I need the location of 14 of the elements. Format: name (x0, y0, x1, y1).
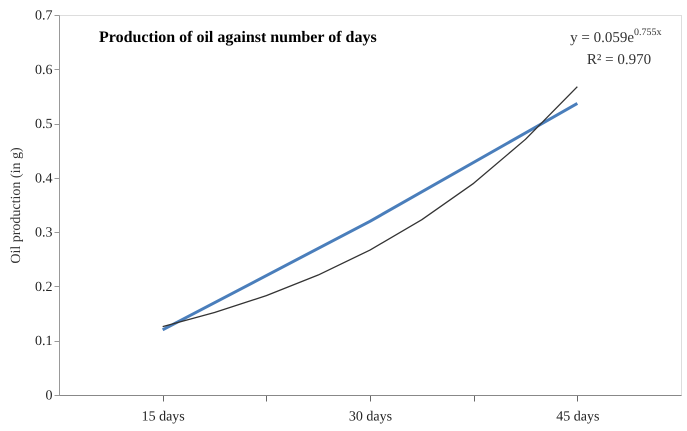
y-tick-label: 0.1 (35, 334, 52, 350)
y-tick-label: 0 (46, 388, 52, 404)
annotation: R² = 0.970 (586, 52, 652, 68)
x-tick-label: 15 days (142, 410, 185, 424)
y-tick-label: 0.6 (35, 62, 52, 78)
y-tick-label: 0.3 (35, 226, 52, 241)
y-tick-label: 0.7 (35, 8, 52, 24)
text: Production of oil against number of days (99, 29, 377, 46)
x-tick-label: 30 days (348, 410, 392, 424)
x-tick-label: 45 days (556, 410, 600, 424)
y-tick-label: 0.2 (35, 280, 52, 295)
y-tick-label: 0.5 (35, 117, 52, 132)
y-tick-label: 0.4 (35, 171, 52, 186)
y-axis-title: Oil production (in g) (9, 147, 24, 264)
